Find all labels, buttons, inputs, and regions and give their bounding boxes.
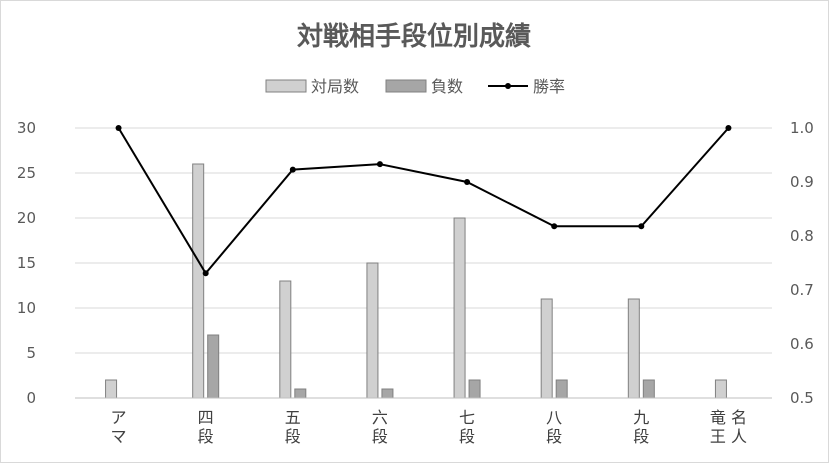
x-category-label: 段 bbox=[546, 427, 562, 446]
y-left-tick-label: 10 bbox=[17, 299, 36, 317]
y-left-tick-label: 5 bbox=[26, 344, 36, 362]
winrate-point bbox=[551, 223, 558, 230]
bar-losses bbox=[642, 379, 655, 399]
y-right-tick-label: 0.9 bbox=[790, 173, 814, 191]
y-right-tick-label: 0.8 bbox=[790, 227, 814, 245]
y-right-tick-label: 0.6 bbox=[790, 335, 814, 353]
legend-swatch-losses bbox=[385, 79, 427, 93]
x-category-label: 竜 名 bbox=[710, 408, 747, 427]
bar-total-games bbox=[366, 262, 379, 399]
y-left-tick-label: 25 bbox=[17, 164, 36, 182]
x-category-label: 九 bbox=[633, 408, 649, 427]
x-category-label: 段 bbox=[372, 427, 388, 446]
legend-label-total: 対局数 bbox=[311, 77, 359, 96]
x-category-label: 段 bbox=[633, 427, 649, 446]
y-right-tick-label: 0.5 bbox=[790, 389, 814, 407]
legend-label-losses: 負数 bbox=[431, 77, 463, 96]
y-right-tick-label: 0.7 bbox=[790, 281, 814, 299]
legend-swatch-total bbox=[265, 79, 307, 93]
y-right-tick-label: 1.0 bbox=[790, 119, 814, 137]
x-category-label: 五 bbox=[285, 408, 301, 427]
bar-total-games bbox=[279, 280, 292, 399]
winrate-point bbox=[464, 179, 471, 185]
bar-losses bbox=[207, 334, 220, 399]
x-category-label: 八 bbox=[546, 408, 562, 427]
bar-total-games bbox=[105, 379, 118, 399]
x-category-label: 段 bbox=[459, 427, 475, 446]
winrate-point bbox=[376, 161, 383, 168]
x-category-label: マ bbox=[111, 427, 127, 446]
winrate-point bbox=[725, 125, 732, 131]
bar-losses bbox=[468, 379, 481, 399]
winrate-point bbox=[115, 125, 122, 131]
winrate-point bbox=[289, 166, 296, 173]
bar-total-games bbox=[714, 379, 727, 399]
bar-losses bbox=[381, 388, 394, 399]
winrate-point bbox=[638, 223, 645, 230]
legend-label-winrate: 勝率 bbox=[533, 77, 565, 96]
bar-losses bbox=[555, 379, 568, 399]
line-layer bbox=[115, 125, 732, 277]
winrate-point bbox=[202, 270, 209, 277]
x-category-label: 四 bbox=[198, 408, 214, 427]
x-category-label: 七 bbox=[459, 408, 475, 427]
legend-marker-winrate bbox=[505, 83, 511, 89]
bar-losses bbox=[294, 388, 307, 399]
bar-total-games bbox=[540, 298, 553, 399]
y-left-tick-label: 0 bbox=[26, 389, 36, 407]
bar-total-games bbox=[192, 163, 205, 399]
legend: 対局数 負数 勝率 bbox=[265, 77, 565, 96]
x-category-label: 六 bbox=[372, 408, 388, 427]
winrate-line bbox=[117, 127, 730, 275]
x-category-label: 段 bbox=[285, 427, 301, 446]
x-category-label: 段 bbox=[198, 427, 214, 446]
chart-title: 対戦相手段位別成績 bbox=[297, 21, 531, 52]
bar-total-games bbox=[627, 298, 640, 399]
x-category-label: ア bbox=[111, 408, 127, 427]
y-left-tick-label: 30 bbox=[17, 119, 36, 137]
y-left-tick-label: 20 bbox=[17, 209, 36, 227]
x-category-label: 王 人 bbox=[710, 427, 747, 446]
axis-layer: 0510152025300.50.60.70.80.91.0アマ四段五段六段七段… bbox=[17, 119, 814, 446]
bar-total-games bbox=[453, 217, 466, 399]
y-left-tick-label: 15 bbox=[17, 254, 36, 272]
